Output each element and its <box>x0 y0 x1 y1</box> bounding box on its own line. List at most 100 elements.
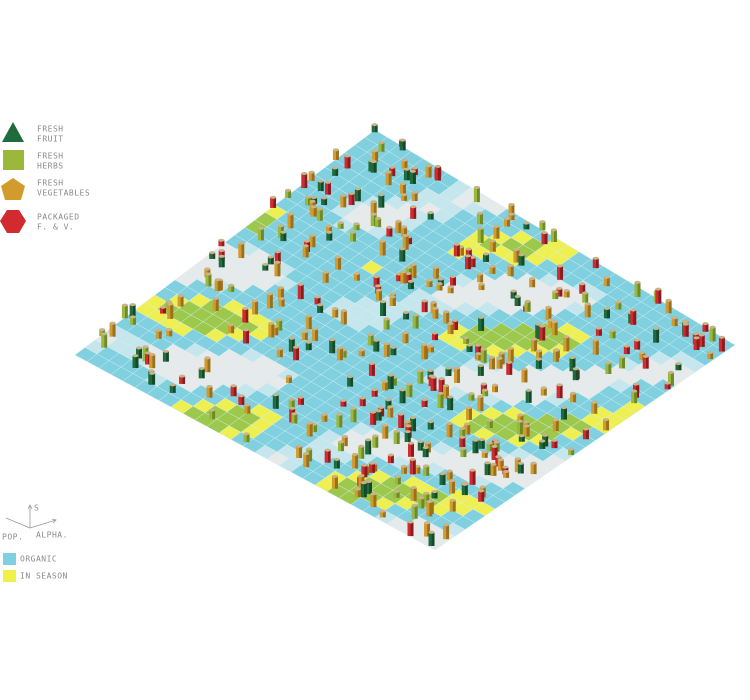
pillar-side <box>296 347 300 361</box>
pillar <box>321 196 328 206</box>
pillar-top <box>523 221 530 225</box>
pillar-side <box>506 471 510 478</box>
pillar-top <box>426 278 433 282</box>
pillar-side <box>544 232 548 245</box>
pillar-top <box>326 230 333 234</box>
pillar-top <box>516 419 523 423</box>
pillar-side <box>443 311 447 324</box>
pillar <box>518 434 525 442</box>
pillar-side <box>653 291 657 303</box>
pillar-side <box>379 290 383 301</box>
pillar-side <box>446 311 450 324</box>
pillar-top <box>358 474 365 478</box>
pillar-side <box>427 370 431 380</box>
pillar <box>579 282 586 294</box>
pillar <box>393 429 400 444</box>
pillar-side <box>560 407 564 420</box>
pillar-side <box>320 304 324 313</box>
pillar-side <box>368 439 372 455</box>
pillar-side <box>466 344 470 352</box>
legend-label: VEGETABLES <box>37 189 90 198</box>
pillar <box>492 383 499 393</box>
pillar-side <box>464 484 468 496</box>
pillar-top <box>445 366 452 370</box>
pillar <box>653 327 660 343</box>
pillar-top <box>496 356 503 360</box>
pillar-top <box>160 305 167 309</box>
legend-label: PACKAGED <box>37 213 80 222</box>
pillar <box>297 282 304 300</box>
pillar-side <box>454 368 458 383</box>
pillar-side <box>396 273 400 282</box>
pillar-side <box>374 389 378 397</box>
pillar-side <box>405 235 409 250</box>
pillar <box>387 453 394 464</box>
pillar <box>482 388 489 397</box>
pillar-side <box>513 290 517 299</box>
pillar-top <box>121 303 128 307</box>
pillar-side <box>525 390 529 403</box>
pillar-top <box>523 420 530 424</box>
pillar <box>432 331 439 341</box>
pillar <box>634 338 641 350</box>
pillar-top <box>167 302 174 306</box>
pillar-side <box>531 339 535 352</box>
pillar-side <box>135 355 139 368</box>
pillar-side <box>432 308 436 319</box>
pillar-side <box>469 470 473 485</box>
pillar-side <box>142 346 146 362</box>
pillar <box>238 394 245 405</box>
pillar-side <box>430 212 434 220</box>
pillar-top <box>491 444 498 448</box>
pillar-top <box>447 285 454 289</box>
pillar-side <box>665 300 669 314</box>
pillar-side <box>412 171 416 184</box>
pillar <box>331 474 338 489</box>
pillar-side <box>278 298 282 307</box>
pillar-top <box>373 338 380 342</box>
pillar <box>442 384 449 399</box>
pillar <box>386 225 393 237</box>
pillar <box>414 464 421 474</box>
pillar-side <box>409 236 413 245</box>
pillar <box>204 356 211 373</box>
pillar-top <box>165 299 172 303</box>
pillar <box>582 291 589 303</box>
pillar-side <box>510 290 514 299</box>
pillar-top <box>369 461 376 465</box>
organic-swatch <box>3 553 16 565</box>
pillar-side <box>631 391 635 404</box>
pillar-side <box>401 226 405 237</box>
pillar <box>399 247 406 262</box>
pillar-side <box>132 304 136 319</box>
pillar-side <box>633 309 637 325</box>
pillar-side <box>448 368 452 376</box>
pillar-side <box>478 317 482 331</box>
pillar-top <box>387 453 394 457</box>
pillar-top <box>337 221 344 225</box>
pillar-side <box>272 394 276 409</box>
pillar-top <box>387 405 394 409</box>
pillar <box>591 400 598 414</box>
pillar-side <box>339 414 343 428</box>
pillar <box>523 221 530 230</box>
pillar-side <box>314 296 318 305</box>
pillar-side <box>303 453 307 468</box>
pillar <box>609 328 616 339</box>
pillar-top <box>354 187 361 191</box>
pillar-top <box>338 440 345 444</box>
pillar-top <box>468 392 475 396</box>
pillar-side <box>579 283 583 294</box>
pillar-side <box>385 381 389 391</box>
pillar-top <box>692 332 699 336</box>
pillar <box>551 320 558 336</box>
pillar-side <box>450 286 454 294</box>
pillar-top <box>518 253 525 257</box>
pillar-side <box>329 232 333 241</box>
pillar-side <box>516 249 520 263</box>
pillar-top <box>489 239 496 243</box>
pillar-top <box>205 272 212 276</box>
pillar-side <box>518 435 522 442</box>
pillar-top <box>639 350 646 354</box>
pillar <box>274 260 281 277</box>
